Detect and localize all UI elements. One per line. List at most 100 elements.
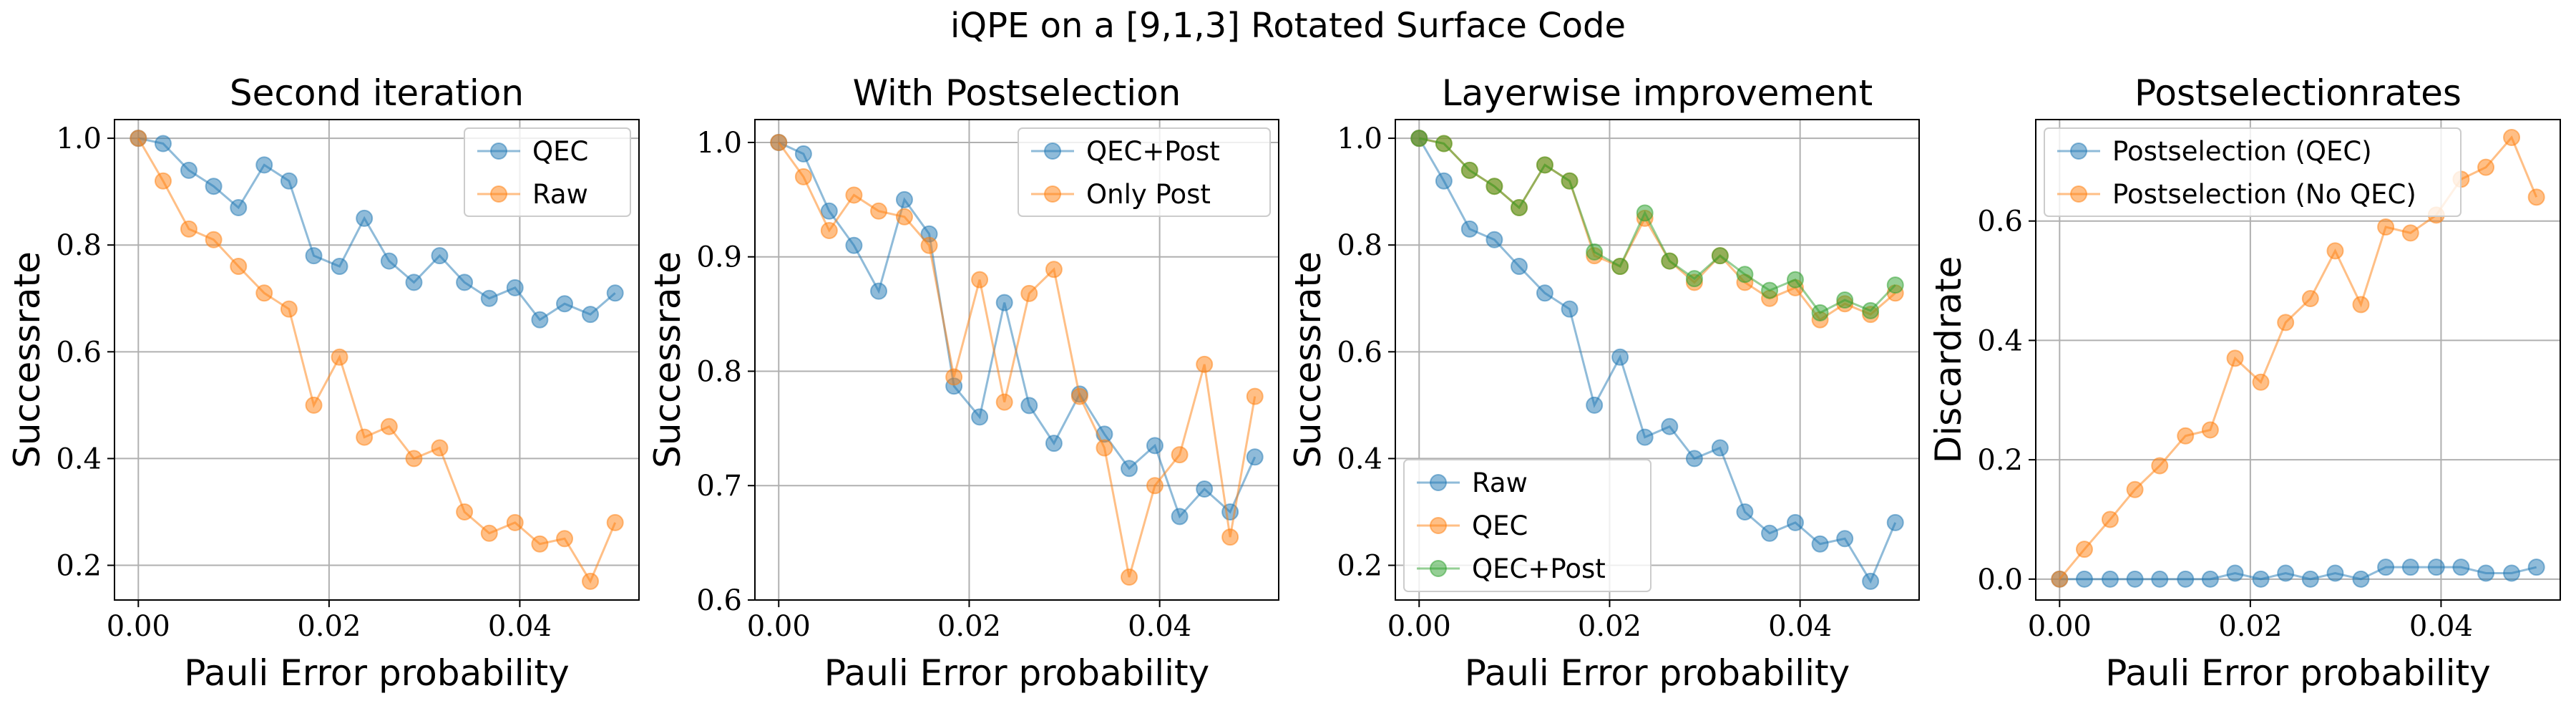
data-point	[1045, 261, 1063, 279]
data-point	[1121, 569, 1138, 586]
data-point	[255, 284, 273, 302]
legend-label: Only Post	[1086, 179, 1211, 210]
data-point	[2277, 314, 2295, 332]
data-point	[280, 300, 298, 318]
data-point	[794, 168, 812, 185]
data-point	[1485, 231, 1503, 248]
data-point	[1221, 528, 1239, 546]
data-point	[2326, 564, 2344, 582]
data-point	[531, 535, 549, 553]
data-point	[506, 513, 524, 531]
data-point	[1836, 530, 1854, 548]
data-point	[2527, 188, 2545, 206]
data-point	[205, 231, 223, 248]
data-point	[2075, 570, 2093, 588]
y-axis-label: Successrate	[647, 251, 688, 468]
legend-marker	[1044, 142, 1061, 160]
data-point	[205, 178, 223, 195]
y-tick-label: 0.6	[696, 584, 742, 617]
data-point	[1611, 348, 1629, 366]
legend-marker	[1044, 185, 1061, 203]
legend-label: Postselection (No QEC)	[2112, 179, 2416, 210]
y-tick-label: 0.7	[696, 470, 742, 503]
data-point	[2377, 558, 2395, 576]
data-point	[820, 221, 838, 239]
y-tick-label: 0.4	[56, 442, 102, 475]
data-point	[1485, 178, 1503, 195]
data-point	[1886, 276, 1904, 294]
y-tick-label: 0.8	[1337, 229, 1382, 262]
data-point	[480, 524, 498, 542]
data-point	[2326, 242, 2344, 260]
data-point	[995, 393, 1013, 411]
y-tick-label: 1.0	[56, 122, 102, 155]
legend-label: QEC+Post	[1472, 553, 1606, 584]
data-point	[895, 208, 913, 226]
y-tick-label: 0.4	[1977, 324, 2023, 357]
y-tick-label: 1.0	[696, 127, 742, 160]
legend-label: Raw	[1472, 468, 1528, 498]
legend-label: QEC+Post	[1086, 136, 1220, 167]
data-point	[1246, 448, 1264, 466]
x-tick-label: 0.04	[1768, 610, 1832, 643]
data-point	[2075, 541, 2093, 558]
data-point	[1146, 477, 1163, 495]
legend-box	[2044, 127, 2462, 217]
data-point	[405, 450, 423, 468]
data-point	[456, 274, 474, 291]
x-tick-label: 0.02	[1578, 610, 1641, 643]
data-point	[2101, 570, 2119, 588]
data-point	[356, 428, 374, 446]
data-point	[582, 306, 600, 324]
data-point	[305, 247, 323, 265]
data-point	[794, 145, 812, 163]
data-point	[971, 271, 989, 289]
chart-title: Layerwise improvement	[1442, 72, 1873, 114]
data-point	[1685, 270, 1703, 288]
data-point	[331, 348, 348, 366]
data-point	[1171, 508, 1189, 526]
data-point	[1460, 220, 1478, 238]
chart-title: Postselectionrates	[2135, 72, 2462, 114]
data-point	[1536, 284, 1553, 302]
data-point	[1811, 535, 1829, 553]
x-tick-label: 0.00	[107, 610, 170, 643]
chart-panel-3: 0.00 0.02 0.04 0.2 0.4 0.6 0.8 1.0 Layerwise imp…	[1287, 72, 1920, 694]
data-point	[2503, 564, 2521, 582]
data-point	[180, 220, 197, 238]
data-point	[1711, 439, 1729, 457]
data-point	[2377, 218, 2395, 236]
data-point	[1586, 396, 1604, 414]
x-axis-label: Pauli Error probability	[1465, 652, 1850, 694]
data-point	[154, 135, 172, 153]
legend-marker	[490, 185, 507, 203]
data-point	[2126, 570, 2144, 588]
chart-title: Second iteration	[230, 72, 524, 114]
data-point	[1435, 172, 1453, 190]
y-axis-label: Discardrate	[1928, 256, 1969, 464]
data-point	[305, 396, 323, 414]
legend: Postselection (QEC) Postselection (No QEC…	[2044, 127, 2462, 217]
data-point	[820, 202, 838, 220]
data-point	[582, 572, 600, 590]
data-point	[2352, 296, 2370, 314]
data-point	[945, 368, 963, 386]
data-point	[2252, 570, 2270, 588]
data-point	[1020, 397, 1038, 415]
y-tick-label: 0.4	[1337, 442, 1382, 475]
data-point	[2527, 558, 2545, 576]
data-point	[1886, 513, 1904, 531]
data-point	[995, 294, 1013, 311]
data-point	[506, 279, 524, 296]
data-point	[1736, 266, 1754, 284]
legend-label: Raw	[532, 179, 588, 210]
data-point	[180, 161, 197, 179]
data-point	[870, 202, 888, 220]
x-tick-label: 0.02	[937, 610, 1001, 643]
data-point	[431, 439, 449, 457]
data-point	[2352, 570, 2370, 588]
x-tick-label: 0.00	[2028, 610, 2092, 643]
y-tick-label: 0.2	[1337, 550, 1382, 583]
x-axis-label: Pauli Error probability	[2105, 652, 2490, 694]
data-point	[1196, 480, 1214, 498]
